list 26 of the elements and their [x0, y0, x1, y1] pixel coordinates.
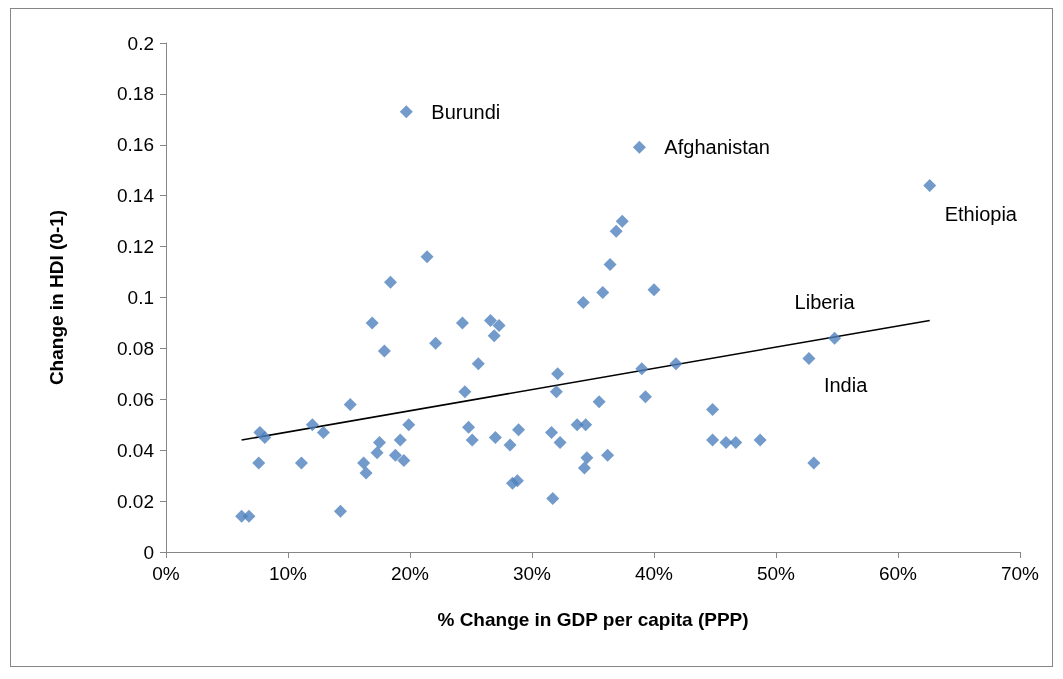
y-tick-label: 0.06 [117, 388, 154, 410]
y-tick-label: 0.16 [117, 134, 154, 156]
y-tick-label: 0.18 [117, 83, 154, 105]
annotation: Ethiopia [944, 202, 1018, 225]
x-tick-label: 0% [152, 563, 180, 584]
x-tick-label: 30% [512, 563, 552, 584]
x-tick-label: 60% [878, 563, 918, 584]
y-tick-label: 0.2 [127, 32, 154, 54]
annotation: Burundi [431, 100, 501, 123]
annotation: Liberia [794, 291, 856, 314]
y-tick-label: 0.04 [117, 439, 155, 461]
x-tick-label: 20% [390, 563, 430, 584]
annotation: Afghanistan [664, 136, 770, 159]
y-tick-label: 0.14 [117, 185, 155, 207]
y-tick-label: 0.12 [117, 236, 154, 258]
x-axis-title: % Change in GDP per capita (PPP) [437, 609, 749, 630]
x-tick-label: 50% [756, 563, 796, 584]
x-tick-label: 70% [1000, 563, 1040, 584]
y-axis-title: Change in HDI (0-1) [46, 209, 67, 386]
y-tick-label: 0.1 [127, 287, 154, 308]
y-tick-label: 0.08 [117, 337, 154, 359]
annotation: India [823, 373, 869, 396]
x-tick-label: 10% [268, 563, 308, 584]
y-tick-label: 0 [143, 541, 154, 563]
y-tick-label: 0.02 [117, 490, 154, 512]
x-tick-label: 40% [634, 563, 674, 584]
